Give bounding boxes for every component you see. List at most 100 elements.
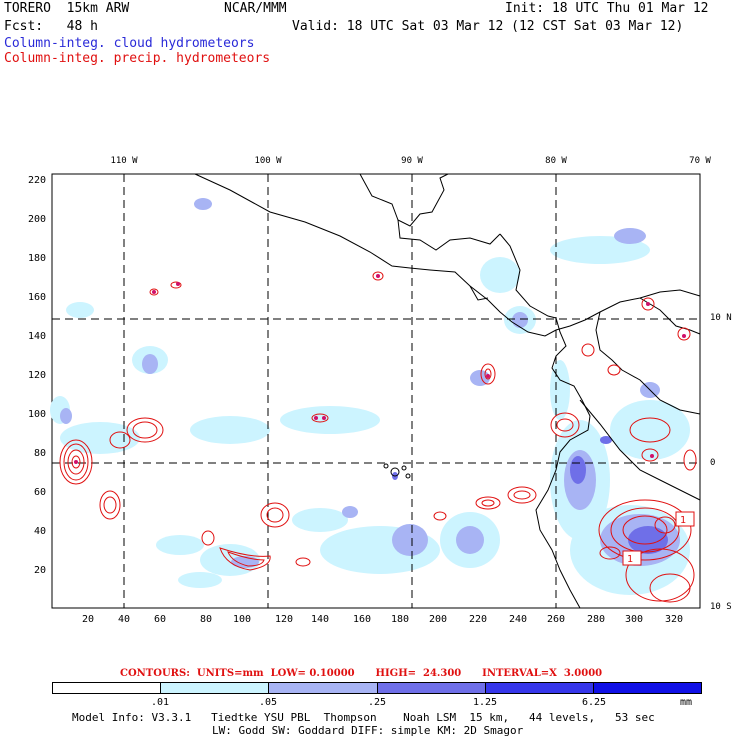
colorbar-tick: 6.25: [581, 697, 607, 708]
cloud-patch: [456, 526, 484, 554]
cloud-patch: [194, 198, 212, 210]
cloud-patch: [550, 360, 570, 420]
colorbar-segment: [53, 683, 162, 693]
precip-core: [322, 416, 326, 420]
colorbar-tick: .01: [150, 697, 170, 708]
nicaragua-coast: [499, 233, 557, 319]
contour-info: CONTOURS: UNITS=mm LOW= 0.10000 HIGH= 24…: [120, 668, 603, 679]
colorbar-segment: [377, 683, 486, 693]
org-label: NCAR/MMM: [224, 1, 287, 16]
lon-label-110w: 110 W: [110, 156, 138, 166]
x-tick: 280: [586, 614, 606, 625]
precip-core: [486, 374, 490, 378]
precip-cell: [295, 557, 311, 567]
precip-cell: [260, 502, 290, 528]
x-tick: 220: [468, 614, 488, 625]
y-tick: 60: [33, 487, 46, 498]
precip-core: [682, 334, 686, 338]
precip-core: [376, 274, 380, 278]
y-tick: 40: [33, 526, 46, 537]
legend-precip: Column-integ. precip. hydrometeors: [4, 51, 271, 66]
precip-core: [650, 454, 654, 458]
graticule: [52, 174, 700, 608]
colorbar-unit: mm: [680, 697, 693, 708]
precip-cell: [550, 412, 580, 438]
coastlines: [194, 173, 701, 609]
costa-rica-border: [469, 285, 489, 301]
y-tick: 80: [33, 448, 46, 459]
colorbar-segment: [269, 683, 378, 693]
lat-label-10s: 10 S: [710, 602, 732, 612]
precip-cell: [99, 490, 121, 520]
cloud-patch: [190, 416, 270, 444]
cloud-patch: [392, 524, 428, 556]
y-tick: 180: [27, 253, 46, 264]
model-info-line2: LW: Godd SW: Goddard DIFF: simple KM: 2D…: [212, 724, 524, 737]
x-tick: 40: [117, 614, 131, 625]
galapagos-island: [405, 473, 411, 479]
cloud-patch: [142, 354, 158, 374]
precip-core: [152, 290, 156, 294]
colorbar-segment: [161, 683, 270, 693]
precip-cell: [598, 499, 695, 603]
cloud-patch: [66, 302, 94, 318]
precip-cell: [149, 288, 159, 296]
precip-core: [646, 302, 650, 306]
precip-cell: [480, 363, 496, 385]
precip-core: [74, 460, 78, 464]
colorbar-tick: .05: [258, 697, 278, 708]
contour-label: 1: [627, 554, 633, 565]
lon-label-80w: 80 W: [545, 156, 567, 166]
cloud-patch: [610, 400, 690, 460]
model-info-line1: Model Info: V3.3.1 Tiedtke YSU PBL Thomp…: [72, 711, 655, 724]
precip-cell: [311, 413, 329, 423]
x-tick: 160: [352, 614, 372, 625]
y-tick: 20: [33, 565, 46, 576]
y-tick: 120: [27, 370, 46, 381]
cloud-shading: [50, 198, 690, 595]
cloud-patch: [512, 312, 528, 328]
x-tick: 20: [81, 614, 95, 625]
cloud-patch: [60, 408, 72, 424]
south-america-west-coast: [535, 317, 591, 609]
galapagos-island: [401, 465, 407, 471]
precip-core: [176, 282, 180, 286]
galapagos-island: [383, 463, 389, 469]
honduras-border: [397, 219, 501, 251]
precip-cell: [475, 496, 501, 510]
x-tick: 260: [546, 614, 566, 625]
cloud-patch: [292, 508, 348, 532]
cloud-patch: [570, 456, 586, 484]
colorbar: [52, 682, 702, 694]
precip-cell: [433, 511, 447, 521]
x-tick: 100: [232, 614, 252, 625]
contour-label-box: [622, 550, 642, 566]
x-tick: 60: [153, 614, 167, 625]
cloud-patch: [178, 572, 222, 588]
lat-label-eq: 0: [710, 458, 716, 468]
x-tick: 200: [428, 614, 448, 625]
cloud-patch: [480, 257, 520, 293]
precip-cell: [677, 327, 691, 341]
colorbar-tick: .25: [367, 697, 387, 708]
valid-time: Valid: 18 UTC Sat 03 Mar 12 (12 CST Sat …: [292, 19, 684, 34]
y-tick: 160: [27, 292, 46, 303]
y-tick: 200: [27, 214, 46, 225]
precip-cell: [683, 449, 697, 471]
lon-label-90w: 90 W: [401, 156, 423, 166]
precip-cell: [641, 297, 655, 311]
y-tick: 140: [27, 331, 46, 342]
precip-cell: [507, 486, 537, 504]
lat-label-10n: 10 N: [710, 313, 732, 323]
cloud-patch: [342, 506, 358, 518]
cloud-patch: [280, 406, 380, 434]
precip-contours: [59, 271, 697, 603]
precip-cell: [607, 364, 621, 376]
x-tick: 180: [390, 614, 410, 625]
colombia-interior-border: [595, 311, 701, 415]
forecast-hour: Fcst: 48 h: [4, 19, 98, 34]
precip-cell: [219, 547, 271, 571]
x-tick: 140: [310, 614, 330, 625]
cloud-patch: [600, 436, 612, 444]
